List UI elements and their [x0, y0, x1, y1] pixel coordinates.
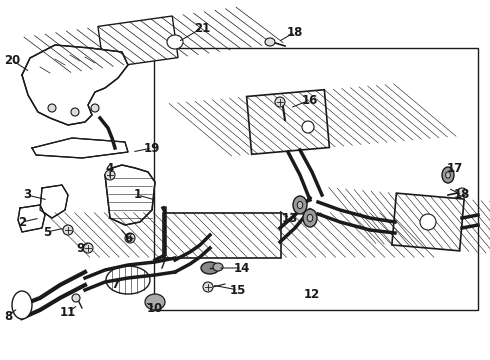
Text: 16: 16 [302, 94, 318, 107]
Ellipse shape [145, 294, 165, 310]
Text: 15: 15 [230, 284, 246, 297]
Ellipse shape [72, 294, 80, 302]
Text: 7: 7 [111, 279, 119, 292]
Ellipse shape [445, 172, 450, 178]
Ellipse shape [213, 263, 223, 271]
Ellipse shape [125, 233, 135, 243]
Ellipse shape [203, 282, 213, 292]
Ellipse shape [302, 121, 314, 133]
Text: 5: 5 [43, 225, 51, 238]
Text: 12: 12 [304, 288, 320, 302]
Text: 1: 1 [134, 189, 142, 202]
Text: 20: 20 [4, 54, 20, 67]
Ellipse shape [167, 35, 183, 49]
Polygon shape [18, 205, 45, 232]
Bar [154, 48, 478, 310]
Ellipse shape [71, 108, 79, 116]
Text: 8: 8 [4, 310, 12, 323]
Polygon shape [22, 45, 128, 125]
Ellipse shape [201, 262, 219, 274]
Text: 3: 3 [23, 189, 31, 202]
Text: 6: 6 [124, 231, 132, 244]
Text: 14: 14 [234, 261, 250, 274]
Text: 19: 19 [144, 141, 160, 154]
Ellipse shape [293, 196, 307, 214]
Text: 9: 9 [76, 242, 84, 255]
Bar [163, 212, 281, 257]
Ellipse shape [48, 104, 56, 112]
Text: 18: 18 [287, 26, 303, 39]
Text: 2: 2 [18, 216, 26, 229]
Text: 4: 4 [106, 162, 114, 175]
Ellipse shape [275, 97, 285, 107]
Bar [392, 193, 464, 251]
Ellipse shape [265, 38, 275, 46]
Ellipse shape [105, 170, 115, 180]
Ellipse shape [63, 225, 73, 235]
Ellipse shape [83, 243, 93, 253]
Ellipse shape [297, 201, 303, 208]
Ellipse shape [457, 188, 467, 196]
Ellipse shape [303, 209, 317, 227]
Polygon shape [32, 138, 128, 158]
Text: 17: 17 [447, 162, 463, 175]
Ellipse shape [307, 215, 313, 222]
Ellipse shape [442, 167, 454, 183]
Bar [98, 16, 178, 68]
Polygon shape [105, 165, 155, 225]
Ellipse shape [91, 104, 99, 112]
Text: 18: 18 [454, 189, 470, 202]
Text: 10: 10 [147, 302, 163, 315]
Bar [246, 90, 329, 154]
Text: 11: 11 [60, 306, 76, 319]
Polygon shape [40, 185, 68, 218]
Ellipse shape [420, 214, 436, 230]
Ellipse shape [12, 291, 32, 319]
Text: 21: 21 [194, 22, 210, 35]
Ellipse shape [106, 266, 150, 294]
Text: 13: 13 [282, 211, 298, 225]
